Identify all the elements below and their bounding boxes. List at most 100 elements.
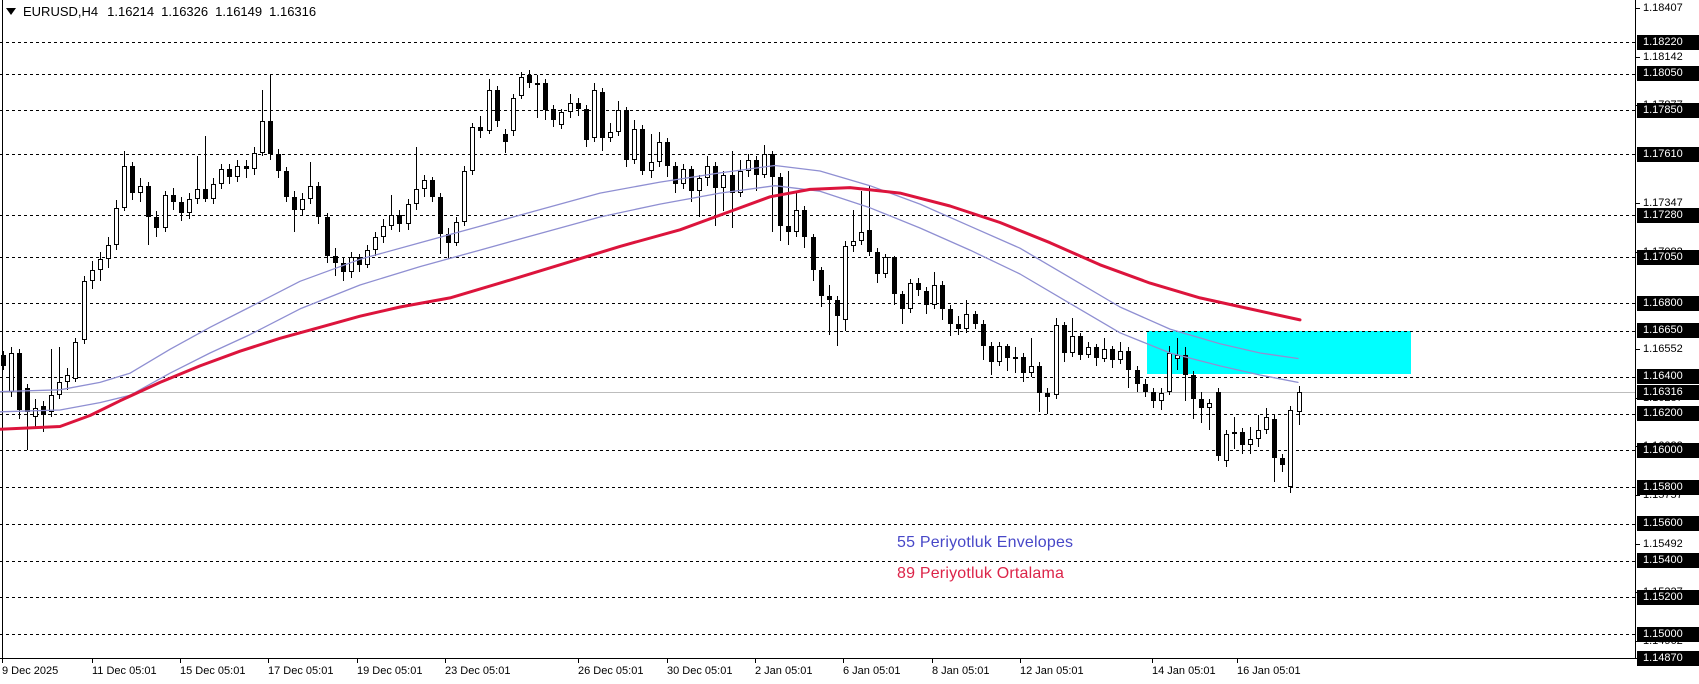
- candle: [867, 229, 873, 252]
- time-axis-tick: [667, 659, 668, 663]
- candle: [721, 174, 727, 188]
- candle: [32, 408, 38, 418]
- grid-line: [0, 303, 1635, 304]
- candle: [243, 165, 249, 170]
- candle: [948, 308, 954, 324]
- symbol-dropdown-icon[interactable]: [6, 8, 16, 15]
- candle: [300, 198, 306, 210]
- candle: [899, 294, 905, 309]
- date-label: 12 Jan 05:01: [1020, 665, 1084, 677]
- candle: [778, 176, 784, 227]
- candle: [340, 262, 346, 273]
- time-axis[interactable]: 9 Dec 2025 11 Dec 05:01 15 Dec 05:01 17 Dec…: [0, 658, 1699, 684]
- candle: [1215, 391, 1221, 456]
- candle: [956, 323, 962, 330]
- date-label: 6 Jan 05:01: [843, 665, 901, 677]
- candle: [826, 296, 832, 300]
- candle-wick: [310, 161, 312, 205]
- grid-line: [0, 110, 1635, 111]
- candle: [251, 152, 257, 170]
- candle: [429, 180, 435, 197]
- candle: [49, 395, 55, 412]
- candle: [405, 204, 411, 225]
- date-label: 14 Jan 05:01: [1152, 665, 1216, 677]
- candle: [964, 314, 970, 330]
- candle-wick: [699, 174, 701, 217]
- candle: [761, 154, 767, 175]
- candle-wick: [391, 194, 393, 230]
- candle: [284, 171, 289, 197]
- time-axis-tick: [2, 659, 3, 663]
- time-axis-tick: [1237, 659, 1238, 663]
- price-level-label: 1.16800: [1637, 296, 1699, 311]
- date-label: 15 Dec 05:01: [180, 665, 246, 677]
- time-axis-tick: [92, 659, 93, 663]
- candle: [146, 185, 152, 217]
- candle: [186, 198, 192, 214]
- grid-line: [0, 524, 1635, 525]
- candle: [89, 270, 95, 282]
- candle: [608, 132, 613, 138]
- indicator-lines: [0, 164, 1302, 431]
- candle: [713, 165, 719, 188]
- ohlc-high: 1.16326: [161, 4, 209, 19]
- grid-line: [0, 450, 1635, 451]
- candle: [275, 154, 281, 172]
- envelopes-indicator-label: 55 Periyotluk Envelopes: [897, 534, 1074, 551]
- candle: [1021, 356, 1027, 374]
- chart-plot-area[interactable]: 55 Periyotluk Envelopes 89 Periyotluk Or…: [0, 0, 1635, 658]
- candle: [1004, 345, 1010, 359]
- price-tick-label: 1.17347: [1643, 197, 1683, 209]
- price-axis[interactable]: 1.18220 1.18050 1.17850 1.17610 1.17280 1.170…: [1635, 0, 1699, 666]
- grid-line: [0, 42, 1635, 43]
- grid-line: [0, 487, 1635, 488]
- candle: [1029, 365, 1035, 374]
- date-label: 19 Dec 05:01: [357, 665, 423, 677]
- date-label: 9 Dec 2025: [2, 665, 59, 677]
- candle: [697, 178, 703, 192]
- price-level-label: 1.17610: [1637, 147, 1699, 162]
- price-level-label: 1.17850: [1637, 103, 1699, 118]
- candle-wick: [245, 160, 247, 179]
- time-axis-tick: [1020, 659, 1021, 663]
- candle: [332, 255, 338, 263]
- price-level-label: 1.18220: [1637, 35, 1699, 50]
- price-axis-tick: [1635, 349, 1640, 350]
- candle: [980, 323, 986, 346]
- candle: [689, 169, 694, 192]
- candle: [113, 207, 119, 245]
- candle: [1256, 430, 1261, 440]
- grid-line: [0, 331, 1635, 332]
- candle: [632, 128, 638, 160]
- grid-line: [0, 154, 1635, 155]
- candle: [16, 352, 22, 410]
- candle-wick: [1209, 398, 1211, 431]
- candle-wick: [869, 185, 871, 256]
- candle: [1191, 375, 1197, 399]
- candle: [130, 165, 136, 194]
- candle: [567, 103, 573, 113]
- candle: [1142, 384, 1148, 392]
- candle: [219, 169, 225, 184]
- candle-wick: [51, 349, 53, 418]
- candle: [1272, 419, 1278, 458]
- candle: [478, 126, 484, 131]
- candle-wick: [415, 147, 417, 210]
- price-tick-label: 1.18407: [1643, 2, 1683, 14]
- candle: [1296, 392, 1302, 412]
- candle-wick: [196, 156, 198, 205]
- date-label: 30 Dec 05:01: [667, 665, 733, 677]
- price-level-label: 1.15400: [1637, 553, 1699, 568]
- candle: [170, 194, 176, 203]
- candle: [575, 103, 581, 109]
- candle: [842, 246, 848, 320]
- price-level-label: 1.14870: [1637, 651, 1699, 666]
- candle: [535, 82, 541, 85]
- candle: [1126, 351, 1132, 370]
- time-axis-tick: [445, 659, 446, 663]
- chart-header: EURUSD,H4 1.16214 1.16326 1.16149 1.1631…: [6, 4, 316, 19]
- candle: [227, 169, 233, 177]
- candle: [194, 189, 200, 199]
- grid-line: [0, 634, 1635, 635]
- candle: [1069, 336, 1075, 353]
